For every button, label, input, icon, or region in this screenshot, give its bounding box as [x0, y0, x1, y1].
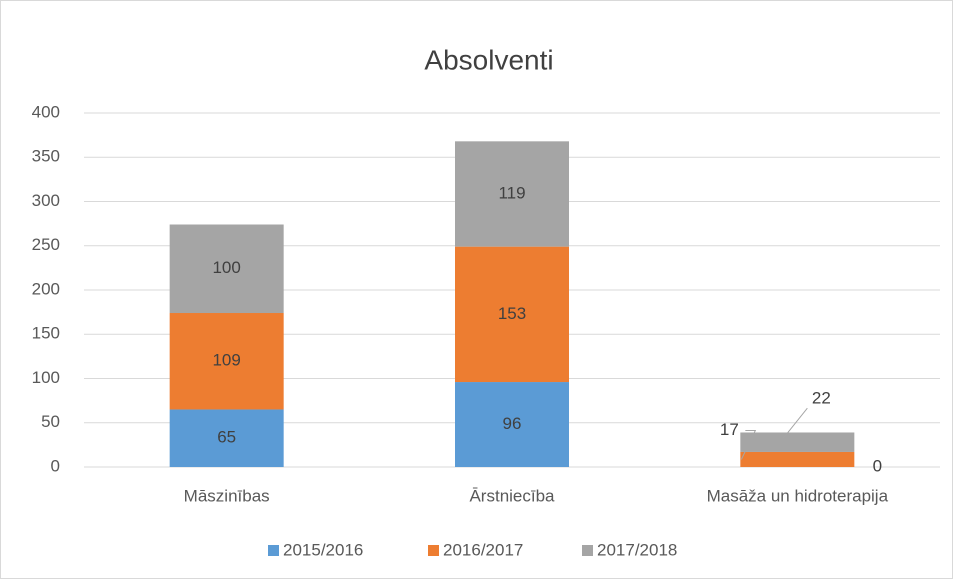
legend-label: 2016/2017: [443, 540, 523, 559]
data-label: 17: [720, 420, 739, 439]
y-tick-label: 100: [32, 368, 60, 387]
y-tick-label: 350: [32, 147, 60, 166]
legend-label: 2015/2016: [283, 540, 363, 559]
y-tick-label: 150: [32, 324, 60, 343]
bar-segment: [169, 409, 284, 467]
legend-label: 2017/2018: [597, 540, 677, 559]
bar-segment: [455, 141, 569, 247]
x-tick-label: Māszinības: [184, 486, 270, 505]
bar-segment: [740, 451, 855, 467]
data-label: 153: [498, 304, 526, 323]
bar-segment: [740, 432, 855, 452]
chart-title: Absolventi: [424, 44, 553, 75]
y-tick-label: 250: [32, 235, 60, 254]
y-tick-label: 400: [32, 102, 60, 121]
y-tick-label: 300: [32, 191, 60, 210]
legend-swatch: [268, 545, 279, 556]
bar-segment: [455, 246, 569, 383]
data-label: 96: [503, 414, 522, 433]
data-label: 22: [812, 389, 831, 408]
x-tick-label: Masāža un hidroterapija: [707, 486, 889, 505]
data-label: 119: [498, 183, 525, 202]
legend-swatch: [582, 545, 593, 556]
y-tick-label: 200: [32, 279, 60, 298]
x-tick-label: Ārstniecība: [469, 486, 555, 505]
bar-segment: [455, 382, 569, 467]
data-label: 0: [873, 456, 882, 475]
data-label: 100: [212, 258, 240, 277]
data-label: 65: [217, 428, 236, 447]
leader-line: [782, 407, 808, 439]
bar-segment: [169, 224, 284, 314]
bar-segment: [169, 313, 284, 410]
data-label: 109: [212, 351, 240, 370]
legend-swatch: [428, 545, 439, 556]
y-tick-label: 50: [41, 412, 60, 431]
y-tick-label: 0: [51, 456, 60, 475]
